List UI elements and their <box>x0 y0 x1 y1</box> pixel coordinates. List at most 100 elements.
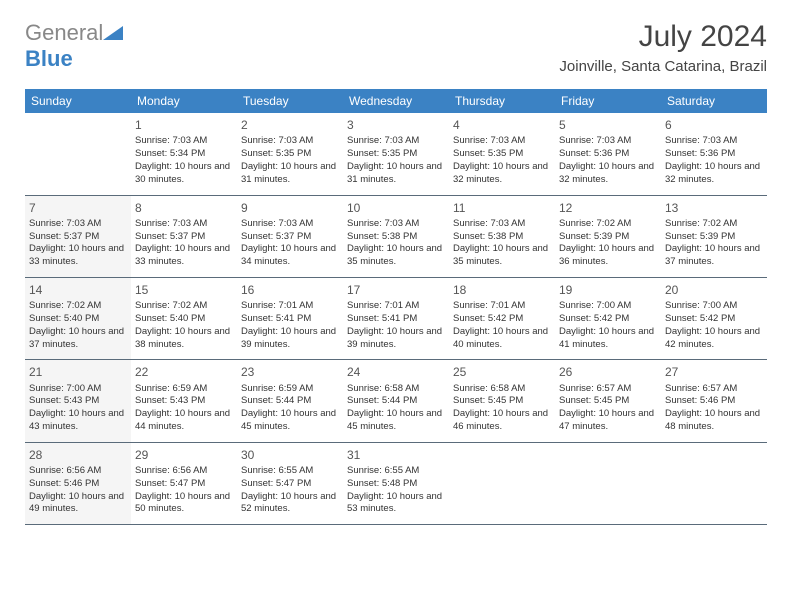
sunrise-text: Sunrise: 7:03 AM <box>241 135 339 148</box>
day-number: 16 <box>241 282 339 298</box>
day-number: 28 <box>29 447 127 463</box>
day-cell: 6Sunrise: 7:03 AMSunset: 5:36 PMDaylight… <box>661 113 767 195</box>
day-cell: 7Sunrise: 7:03 AMSunset: 5:37 PMDaylight… <box>25 195 131 277</box>
daylight-text: Daylight: 10 hours and 49 minutes. <box>29 491 127 517</box>
sunset-text: Sunset: 5:38 PM <box>347 231 445 244</box>
sunset-text: Sunset: 5:37 PM <box>135 231 233 244</box>
daylight-text: Daylight: 10 hours and 48 minutes. <box>665 408 763 434</box>
daylight-text: Daylight: 10 hours and 31 minutes. <box>241 161 339 187</box>
sunrise-text: Sunrise: 7:03 AM <box>453 135 551 148</box>
daylight-text: Daylight: 10 hours and 38 minutes. <box>135 326 233 352</box>
day-number: 10 <box>347 200 445 216</box>
week-row: 1Sunrise: 7:03 AMSunset: 5:34 PMDaylight… <box>25 113 767 195</box>
day-cell: 4Sunrise: 7:03 AMSunset: 5:35 PMDaylight… <box>449 113 555 195</box>
sunrise-text: Sunrise: 6:55 AM <box>241 465 339 478</box>
sunrise-text: Sunrise: 7:02 AM <box>29 300 127 313</box>
daylight-text: Daylight: 10 hours and 44 minutes. <box>135 408 233 434</box>
day-cell: 31Sunrise: 6:55 AMSunset: 5:48 PMDayligh… <box>343 442 449 524</box>
day-cell: 8Sunrise: 7:03 AMSunset: 5:37 PMDaylight… <box>131 195 237 277</box>
sunrise-text: Sunrise: 7:03 AM <box>29 218 127 231</box>
sunrise-text: Sunrise: 6:57 AM <box>559 383 657 396</box>
sunrise-text: Sunrise: 7:03 AM <box>665 135 763 148</box>
daylight-text: Daylight: 10 hours and 32 minutes. <box>559 161 657 187</box>
daylight-text: Daylight: 10 hours and 32 minutes. <box>665 161 763 187</box>
sunset-text: Sunset: 5:47 PM <box>241 478 339 491</box>
week-row: 7Sunrise: 7:03 AMSunset: 5:37 PMDaylight… <box>25 195 767 277</box>
day-cell <box>449 442 555 524</box>
day-cell: 9Sunrise: 7:03 AMSunset: 5:37 PMDaylight… <box>237 195 343 277</box>
col-saturday: Saturday <box>661 89 767 113</box>
daylight-text: Daylight: 10 hours and 42 minutes. <box>665 326 763 352</box>
sunrise-text: Sunrise: 7:03 AM <box>135 218 233 231</box>
sunrise-text: Sunrise: 6:58 AM <box>347 383 445 396</box>
daylight-text: Daylight: 10 hours and 39 minutes. <box>241 326 339 352</box>
logo-part2: Blue <box>25 46 73 71</box>
sunset-text: Sunset: 5:39 PM <box>559 231 657 244</box>
sunrise-text: Sunrise: 7:02 AM <box>135 300 233 313</box>
day-number: 21 <box>29 364 127 380</box>
day-cell <box>555 442 661 524</box>
day-number: 18 <box>453 282 551 298</box>
sunrise-text: Sunrise: 7:00 AM <box>559 300 657 313</box>
sunset-text: Sunset: 5:43 PM <box>29 395 127 408</box>
col-tuesday: Tuesday <box>237 89 343 113</box>
daylight-text: Daylight: 10 hours and 35 minutes. <box>453 243 551 269</box>
day-cell: 13Sunrise: 7:02 AMSunset: 5:39 PMDayligh… <box>661 195 767 277</box>
daylight-text: Daylight: 10 hours and 36 minutes. <box>559 243 657 269</box>
day-cell: 2Sunrise: 7:03 AMSunset: 5:35 PMDaylight… <box>237 113 343 195</box>
day-number: 17 <box>347 282 445 298</box>
sunrise-text: Sunrise: 7:03 AM <box>559 135 657 148</box>
day-cell: 24Sunrise: 6:58 AMSunset: 5:44 PMDayligh… <box>343 360 449 442</box>
daylight-text: Daylight: 10 hours and 52 minutes. <box>241 491 339 517</box>
day-cell: 10Sunrise: 7:03 AMSunset: 5:38 PMDayligh… <box>343 195 449 277</box>
day-cell: 28Sunrise: 6:56 AMSunset: 5:46 PMDayligh… <box>25 442 131 524</box>
sunset-text: Sunset: 5:35 PM <box>347 148 445 161</box>
day-number: 2 <box>241 117 339 133</box>
day-number: 23 <box>241 364 339 380</box>
daylight-text: Daylight: 10 hours and 37 minutes. <box>665 243 763 269</box>
day-number: 14 <box>29 282 127 298</box>
col-wednesday: Wednesday <box>343 89 449 113</box>
col-thursday: Thursday <box>449 89 555 113</box>
week-row: 14Sunrise: 7:02 AMSunset: 5:40 PMDayligh… <box>25 277 767 359</box>
daylight-text: Daylight: 10 hours and 46 minutes. <box>453 408 551 434</box>
sunrise-text: Sunrise: 7:03 AM <box>347 135 445 148</box>
day-cell: 14Sunrise: 7:02 AMSunset: 5:40 PMDayligh… <box>25 277 131 359</box>
day-cell: 23Sunrise: 6:59 AMSunset: 5:44 PMDayligh… <box>237 360 343 442</box>
day-cell: 19Sunrise: 7:00 AMSunset: 5:42 PMDayligh… <box>555 277 661 359</box>
sunset-text: Sunset: 5:36 PM <box>559 148 657 161</box>
sunset-text: Sunset: 5:41 PM <box>347 313 445 326</box>
day-cell: 26Sunrise: 6:57 AMSunset: 5:45 PMDayligh… <box>555 360 661 442</box>
sunrise-text: Sunrise: 6:57 AM <box>665 383 763 396</box>
sunset-text: Sunset: 5:48 PM <box>347 478 445 491</box>
sunset-text: Sunset: 5:47 PM <box>135 478 233 491</box>
day-cell: 17Sunrise: 7:01 AMSunset: 5:41 PMDayligh… <box>343 277 449 359</box>
daylight-text: Daylight: 10 hours and 43 minutes. <box>29 408 127 434</box>
day-cell: 22Sunrise: 6:59 AMSunset: 5:43 PMDayligh… <box>131 360 237 442</box>
day-number: 20 <box>665 282 763 298</box>
sunrise-text: Sunrise: 6:55 AM <box>347 465 445 478</box>
day-cell: 20Sunrise: 7:00 AMSunset: 5:42 PMDayligh… <box>661 277 767 359</box>
daylight-text: Daylight: 10 hours and 45 minutes. <box>241 408 339 434</box>
week-row: 28Sunrise: 6:56 AMSunset: 5:46 PMDayligh… <box>25 442 767 524</box>
daylight-text: Daylight: 10 hours and 39 minutes. <box>347 326 445 352</box>
daylight-text: Daylight: 10 hours and 45 minutes. <box>347 408 445 434</box>
day-number: 30 <box>241 447 339 463</box>
sunset-text: Sunset: 5:43 PM <box>135 395 233 408</box>
col-friday: Friday <box>555 89 661 113</box>
sunrise-text: Sunrise: 6:59 AM <box>135 383 233 396</box>
month-title: July 2024 <box>559 20 767 54</box>
logo-part1: General <box>25 20 103 45</box>
sunset-text: Sunset: 5:46 PM <box>665 395 763 408</box>
sunrise-text: Sunrise: 7:00 AM <box>665 300 763 313</box>
sunset-text: Sunset: 5:38 PM <box>453 231 551 244</box>
title-block: July 2024 Joinville, Santa Catarina, Bra… <box>559 20 767 75</box>
day-cell <box>661 442 767 524</box>
sunrise-text: Sunrise: 7:03 AM <box>453 218 551 231</box>
day-cell: 11Sunrise: 7:03 AMSunset: 5:38 PMDayligh… <box>449 195 555 277</box>
week-row: 21Sunrise: 7:00 AMSunset: 5:43 PMDayligh… <box>25 360 767 442</box>
sunset-text: Sunset: 5:35 PM <box>453 148 551 161</box>
sunset-text: Sunset: 5:37 PM <box>241 231 339 244</box>
sunrise-text: Sunrise: 7:03 AM <box>347 218 445 231</box>
day-number: 27 <box>665 364 763 380</box>
